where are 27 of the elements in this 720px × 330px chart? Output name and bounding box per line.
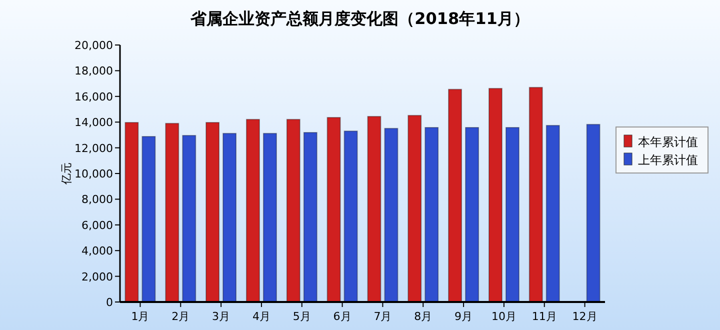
x-tick-label: 1月 bbox=[131, 310, 150, 323]
x-tick-label: 8月 bbox=[414, 310, 432, 323]
chart-title: 省属企业资产总额月度变化图（2018年11月） bbox=[190, 9, 530, 28]
x-tick-label: 12月 bbox=[572, 310, 598, 323]
y-tick-label: 16,000 bbox=[74, 90, 113, 104]
y-tick-label: 18,000 bbox=[74, 64, 113, 78]
x-tick-label: 7月 bbox=[374, 310, 392, 323]
x-tick-label: 2月 bbox=[172, 310, 190, 323]
x-tick-label: 9月 bbox=[454, 310, 473, 323]
y-tick-label: 8,000 bbox=[82, 193, 113, 206]
y-tick-label: 12,000 bbox=[74, 142, 113, 155]
y-tick-label: 2,000 bbox=[82, 270, 113, 284]
y-tick-label: 4,000 bbox=[82, 244, 113, 258]
y-tick-label: 20,000 bbox=[74, 39, 113, 52]
y-tick-label: 0 bbox=[106, 296, 113, 309]
x-tick-label: 6月 bbox=[333, 310, 352, 323]
x-tick-label: 4月 bbox=[252, 310, 270, 323]
y-tick-label: 14,000 bbox=[74, 116, 113, 130]
legend-label: 上年累计值 bbox=[638, 153, 698, 167]
y-tick-label: 10,000 bbox=[74, 168, 113, 180]
x-tick-label: 11月 bbox=[532, 310, 557, 323]
x-tick-label: 10月 bbox=[491, 310, 516, 323]
legend: 本年累计值 上年累计值 bbox=[616, 126, 708, 174]
y-axis-title: 亿元 bbox=[60, 162, 73, 186]
x-tick-label: 5月 bbox=[292, 310, 311, 323]
y-tick-label: 6,000 bbox=[82, 218, 113, 232]
x-tick-label: 3月 bbox=[212, 310, 230, 323]
